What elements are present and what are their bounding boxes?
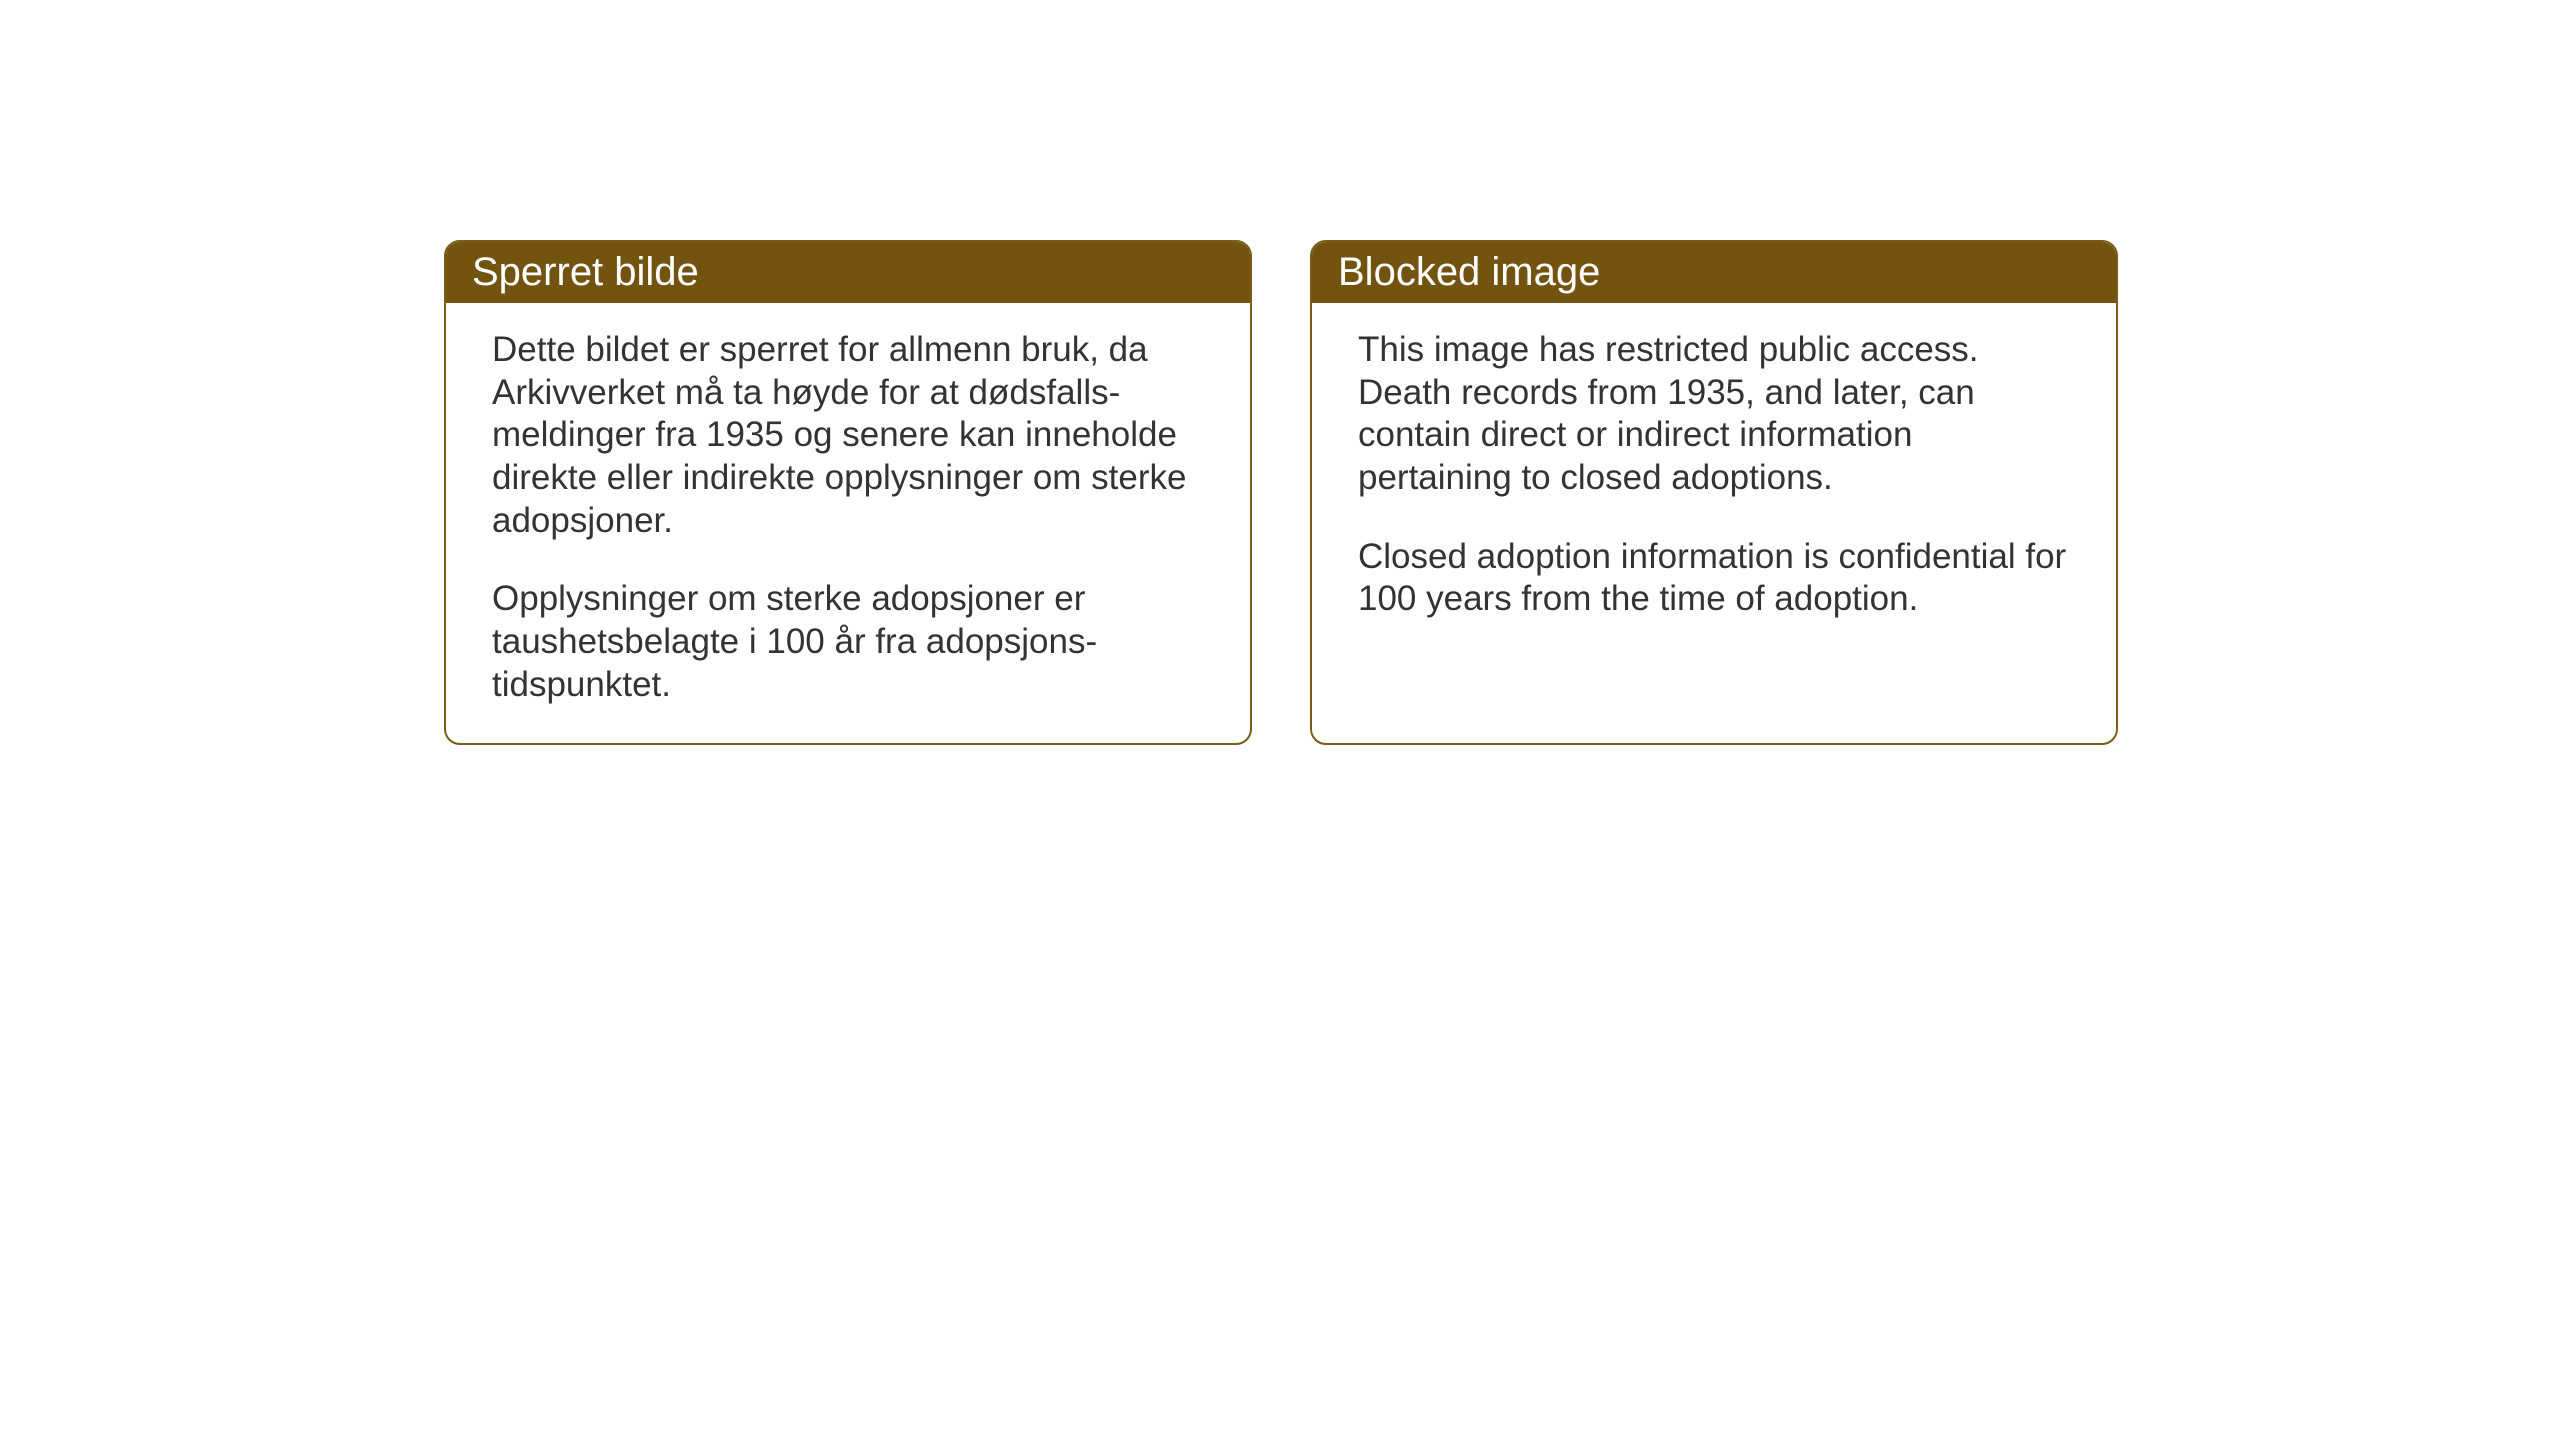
card-body-english: This image has restricted public access.… [1312, 303, 2116, 657]
card-paragraph-norwegian-2: Opplysninger om sterke adopsjoner er tau… [492, 578, 1204, 706]
card-body-norwegian: Dette bildet er sperret for allmenn bruk… [446, 303, 1250, 743]
card-header-english: Blocked image [1312, 242, 2116, 303]
card-paragraph-norwegian-1: Dette bildet er sperret for allmenn bruk… [492, 329, 1204, 542]
card-header-norwegian: Sperret bilde [446, 242, 1250, 303]
card-title-english: Blocked image [1338, 250, 1600, 294]
card-paragraph-english-2: Closed adoption information is confident… [1358, 536, 2070, 621]
notice-container: Sperret bilde Dette bildet er sperret fo… [444, 240, 2118, 745]
card-title-norwegian: Sperret bilde [472, 250, 699, 294]
card-paragraph-english-1: This image has restricted public access.… [1358, 329, 2070, 500]
notice-card-norwegian: Sperret bilde Dette bildet er sperret fo… [444, 240, 1252, 745]
notice-card-english: Blocked image This image has restricted … [1310, 240, 2118, 745]
